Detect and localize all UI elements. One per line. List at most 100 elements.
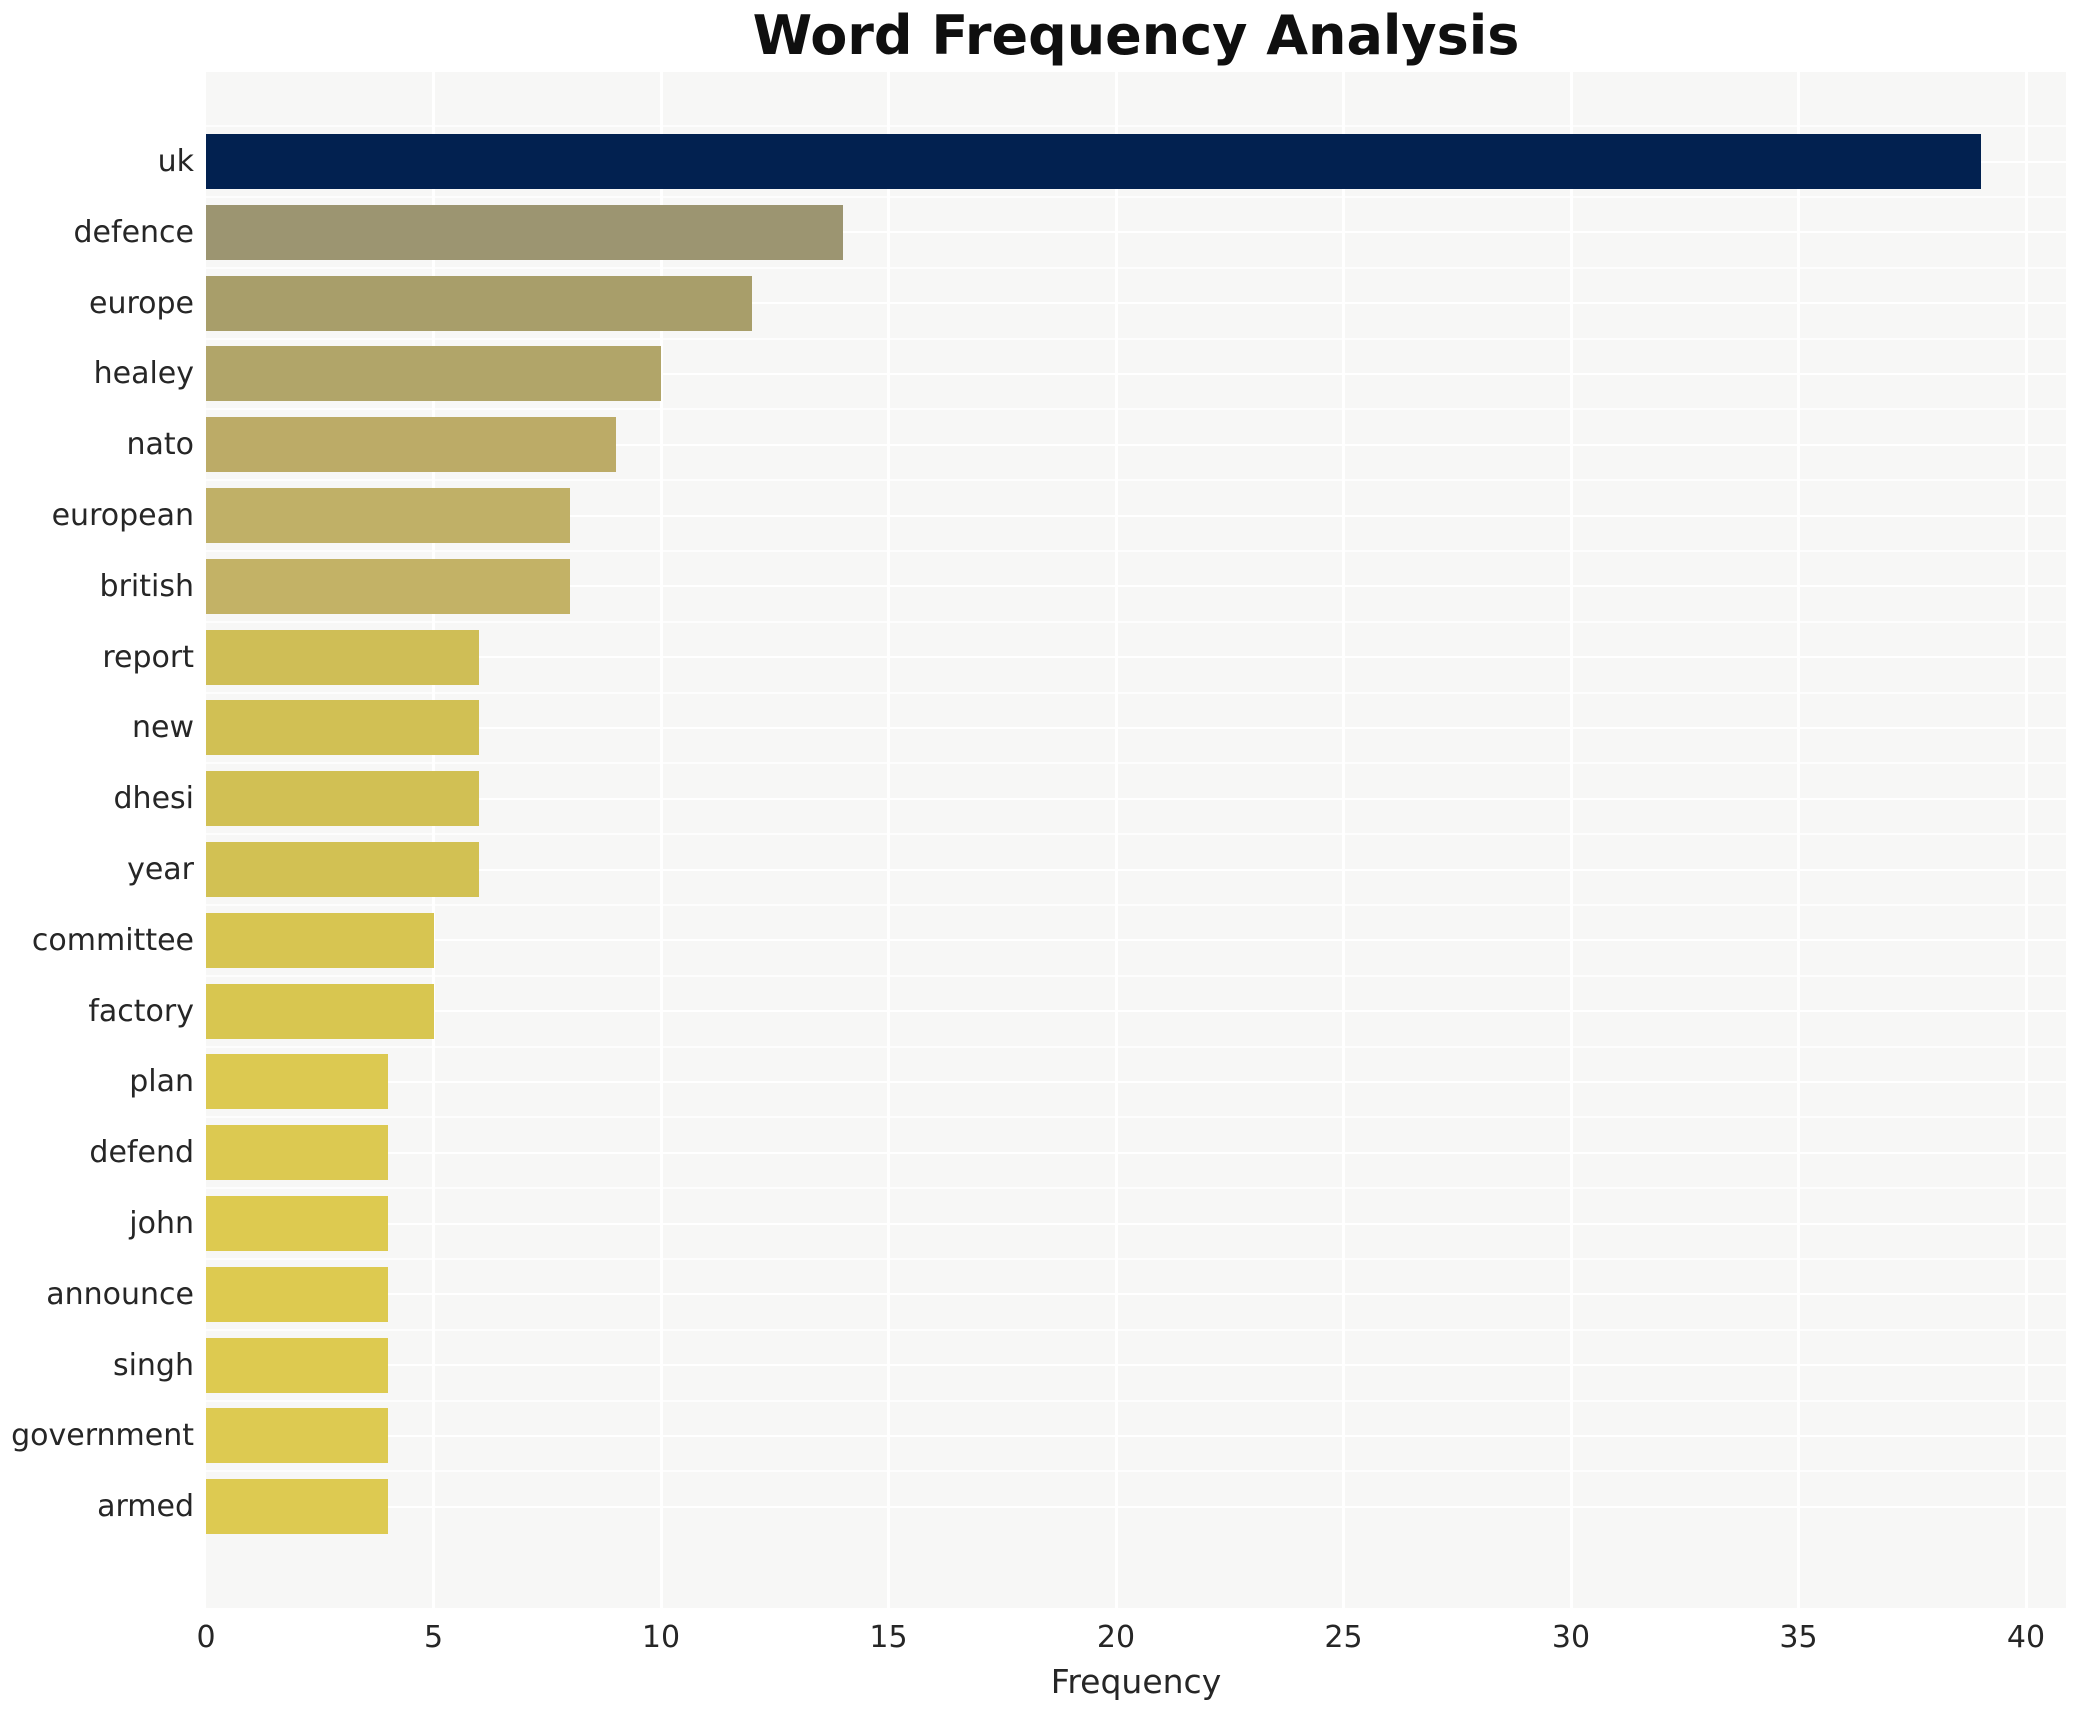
y-minor-gridline bbox=[206, 125, 2066, 128]
y-gridline-armed bbox=[206, 1505, 2066, 1508]
x-tick-label-15: 15 bbox=[869, 1620, 908, 1655]
y-gridline-factory bbox=[206, 1010, 2066, 1013]
y-gridline-nato bbox=[206, 443, 2066, 446]
bar-armed bbox=[206, 1479, 388, 1535]
bar-year bbox=[206, 842, 479, 897]
y-minor-gridline bbox=[206, 1470, 2066, 1473]
y-tick-label-armed: armed bbox=[97, 1489, 194, 1525]
bar-defence bbox=[206, 204, 843, 260]
y-minor-gridline bbox=[206, 195, 2066, 198]
bar-john bbox=[206, 1196, 388, 1251]
y-minor-gridline bbox=[206, 266, 2066, 269]
bar-europe bbox=[206, 275, 752, 331]
y-gridline-john bbox=[206, 1222, 2066, 1225]
bar-uk bbox=[206, 134, 1981, 189]
chart-title: Word Frequency Analysis bbox=[752, 4, 1520, 67]
x-axis-title: Frequency bbox=[1050, 1662, 1222, 1701]
bar-factory bbox=[206, 983, 434, 1039]
x-gridline-5 bbox=[432, 72, 435, 1608]
y-minor-gridline bbox=[206, 408, 2066, 411]
y-minor-gridline bbox=[206, 1328, 2066, 1331]
bar-european bbox=[206, 488, 570, 543]
y-tick-label-plan: plan bbox=[129, 1064, 194, 1100]
y-minor-gridline bbox=[206, 903, 2066, 906]
y-tick-label-announce: announce bbox=[46, 1276, 194, 1312]
x-gridline-25 bbox=[1342, 72, 1345, 1608]
y-gridline-defence bbox=[206, 231, 2066, 234]
y-tick-label-british: british bbox=[99, 568, 194, 604]
bar-british bbox=[206, 558, 570, 614]
y-minor-gridline bbox=[206, 549, 2066, 552]
plot-area bbox=[206, 72, 2066, 1608]
y-gridline-european bbox=[206, 514, 2066, 517]
y-tick-label-uk: uk bbox=[157, 144, 194, 179]
bar-announce bbox=[206, 1266, 388, 1322]
x-tick-label-0: 0 bbox=[196, 1620, 216, 1655]
y-tick-label-year: year bbox=[127, 852, 194, 887]
bar-dhesi bbox=[206, 771, 479, 827]
x-gridline-40 bbox=[2024, 72, 2028, 1608]
x-gridline-15 bbox=[887, 72, 890, 1608]
x-gridline-10 bbox=[659, 72, 663, 1608]
bar-nato bbox=[206, 417, 616, 473]
y-minor-gridline bbox=[206, 1187, 2066, 1190]
y-tick-label-committee: committee bbox=[31, 922, 194, 958]
y-minor-gridline bbox=[206, 762, 2066, 765]
x-tick-label-35: 35 bbox=[1779, 1620, 1818, 1655]
y-tick-label-europe: europe bbox=[89, 285, 194, 321]
y-tick-label-singh: singh bbox=[112, 1347, 194, 1383]
y-tick-label-report: report bbox=[102, 639, 194, 675]
y-tick-label-nato: nato bbox=[126, 427, 194, 463]
y-gridline-dhesi bbox=[206, 797, 2066, 800]
y-tick-label-european: european bbox=[51, 498, 194, 533]
x-tick-label-25: 25 bbox=[1324, 1620, 1363, 1655]
y-minor-gridline bbox=[206, 620, 2066, 623]
y-gridline-singh bbox=[206, 1364, 2066, 1367]
x-tick-label-20: 20 bbox=[1096, 1620, 1136, 1655]
bar-government bbox=[206, 1408, 388, 1464]
y-gridline-europe bbox=[206, 302, 2066, 305]
x-gridline-30 bbox=[1569, 72, 1573, 1608]
x-tick-label-30: 30 bbox=[1551, 1620, 1591, 1655]
y-minor-gridline bbox=[206, 337, 2066, 340]
y-tick-label-factory: factory bbox=[88, 993, 194, 1029]
y-minor-gridline bbox=[206, 974, 2066, 977]
y-gridline-year bbox=[206, 868, 2066, 871]
y-gridline-british bbox=[206, 585, 2066, 588]
y-tick-label-government: government bbox=[11, 1418, 194, 1454]
y-tick-label-defence: defence bbox=[73, 214, 194, 250]
y-gridline-healey bbox=[206, 372, 2066, 375]
y-gridline-committee bbox=[206, 939, 2066, 942]
x-gridline-35 bbox=[1797, 72, 1800, 1608]
y-gridline-new bbox=[206, 726, 2066, 729]
y-minor-gridline bbox=[206, 1045, 2066, 1048]
bar-singh bbox=[206, 1337, 388, 1393]
y-tick-label-new: new bbox=[131, 710, 194, 746]
y-tick-label-healey: healey bbox=[93, 356, 194, 392]
x-tick-label-40: 40 bbox=[2006, 1620, 2046, 1655]
y-gridline-plan bbox=[206, 1080, 2066, 1083]
y-gridline-government bbox=[206, 1434, 2066, 1437]
y-minor-gridline bbox=[206, 1116, 2066, 1119]
bar-healey bbox=[206, 346, 661, 402]
y-tick-label-defend: defend bbox=[89, 1135, 194, 1171]
y-tick-label-john: john bbox=[129, 1206, 194, 1241]
x-tick-label-10: 10 bbox=[641, 1620, 681, 1655]
y-minor-gridline bbox=[206, 833, 2066, 836]
y-gridline-defend bbox=[206, 1151, 2066, 1154]
x-tick-label-5: 5 bbox=[423, 1620, 444, 1655]
y-minor-gridline bbox=[206, 1257, 2066, 1260]
bar-defend bbox=[206, 1125, 388, 1181]
y-minor-gridline bbox=[206, 1399, 2066, 1402]
x-gridline-20 bbox=[1114, 72, 1118, 1608]
bar-plan bbox=[206, 1054, 388, 1110]
y-tick-label-dhesi: dhesi bbox=[113, 781, 194, 817]
y-gridline-report bbox=[206, 656, 2066, 659]
y-minor-gridline bbox=[206, 479, 2066, 482]
bar-committee bbox=[206, 912, 434, 968]
bar-new bbox=[206, 700, 479, 756]
y-gridline-announce bbox=[206, 1293, 2066, 1296]
y-minor-gridline bbox=[206, 691, 2066, 694]
bar-report bbox=[206, 629, 479, 685]
